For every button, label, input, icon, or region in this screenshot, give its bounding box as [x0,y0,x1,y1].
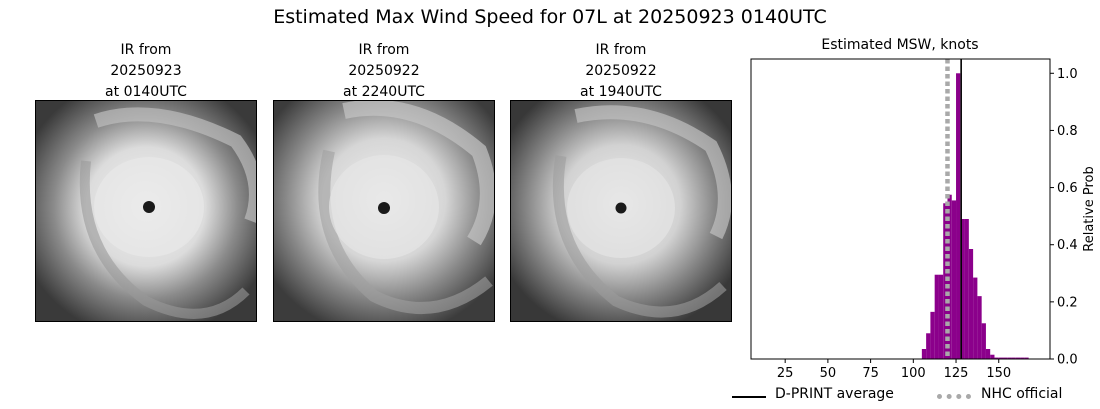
legend-label-dprint: D-PRINT average [775,386,894,402]
ir-panel-2-title-line1: IR from [358,42,410,58]
x-tick-label-25: 25 [777,366,794,380]
msw-histogram-chart: Estimated MSW, knots 25 50 75 100 125 150 0.0… [750,37,1097,380]
histogram-bar-18 [998,357,1004,359]
histogram-bar-13 [977,296,982,359]
histogram-bar-14 [981,323,986,359]
ir-panel-2-title: IR from 20250922 at 2240UTC [273,40,495,100]
y-tick-label-0.4: 0.4 [1057,238,1078,253]
legend-dotted-line-icon [937,394,971,399]
figure-suptitle: Estimated Max Wind Speed for 07L at 2025… [273,6,827,28]
ir-panel-1-title-line2: 20250923 [110,63,182,79]
histogram-bar-16 [990,354,995,359]
histogram-bar-9 [960,219,965,359]
y-axis-label: Relative Prob [1082,166,1097,251]
ir-panel-2-title-line2: 20250922 [348,63,420,79]
chart-title: Estimated MSW, knots [821,37,978,53]
histogram-bar-4 [938,274,944,359]
y-tick-label-1.0: 1.0 [1057,67,1078,82]
plot-frame [750,58,1051,360]
ir-satellite-image-2 [273,100,495,322]
x-tick-label-150: 150 [986,366,1011,380]
ir-panel-3-title-line1: IR from [595,42,647,58]
histogram-bar-15 [985,349,991,359]
histogram-bar-2 [930,311,935,359]
y-axis-ticks: 0.0 0.2 0.4 0.6 0.8 1.0 [1050,67,1078,368]
legend-solid-line-icon [732,396,766,398]
x-tick-label-125: 125 [944,366,969,380]
x-tick-label-100: 100 [901,366,926,380]
histogram-bar-3 [934,274,939,359]
histogram-bar-23 [1020,357,1025,359]
ir-panel-1: IR from 20250923 at 0140UTC [35,40,257,322]
ir-panel-1-title-line3: at 0140UTC [105,84,187,100]
legend-label-nhc: NHC official [981,386,1063,402]
x-tick-label-75: 75 [862,366,879,380]
reference-lines [945,59,962,359]
histogram-bar-7 [951,200,957,359]
x-axis-ticks: 25 50 75 100 125 150 [777,359,1011,380]
histogram-bar-19 [1003,357,1008,359]
histogram-bar-24 [1024,357,1029,359]
ir-panel-3-title-line3: at 1940UTC [580,84,662,100]
histogram-bar-22 [1015,357,1021,359]
ir-satellite-image-1 [35,100,257,322]
ir-panel-1-title: IR from 20250923 at 0140UTC [35,40,257,100]
y-tick-label-0.2: 0.2 [1057,295,1078,310]
ir-panel-3-title: IR from 20250922 at 1940UTC [510,40,732,100]
y-tick-label-0.6: 0.6 [1057,181,1078,196]
histogram-bar-11 [968,249,974,359]
ir-panel-2-title-line3: at 2240UTC [343,84,425,100]
histogram-bar-8 [956,73,961,360]
ir-panel-1-title-line1: IR from [120,42,172,58]
histogram-bar-20 [1007,357,1012,359]
histogram-bar-10 [964,219,969,359]
ir-panel-3: IR from 20250922 at 1940UTC [510,40,732,322]
ir-satellite-image-3 [510,100,732,322]
ir-panel-2: IR from 20250922 at 2240UTC [273,40,495,322]
y-tick-label-0.0: 0.0 [1057,353,1078,368]
histogram-bar-1 [926,333,931,359]
histogram-bar-21 [1011,357,1016,359]
histogram-bar-17 [994,357,999,359]
histogram-bar-12 [973,277,978,359]
histogram-bar-5 [943,203,948,359]
histogram-bar-0 [921,349,927,359]
y-tick-label-0.8: 0.8 [1057,124,1078,139]
ir-panel-3-title-line2: 20250922 [585,63,657,79]
histogram-bars [921,73,1029,360]
x-tick-label-50: 50 [820,366,837,380]
